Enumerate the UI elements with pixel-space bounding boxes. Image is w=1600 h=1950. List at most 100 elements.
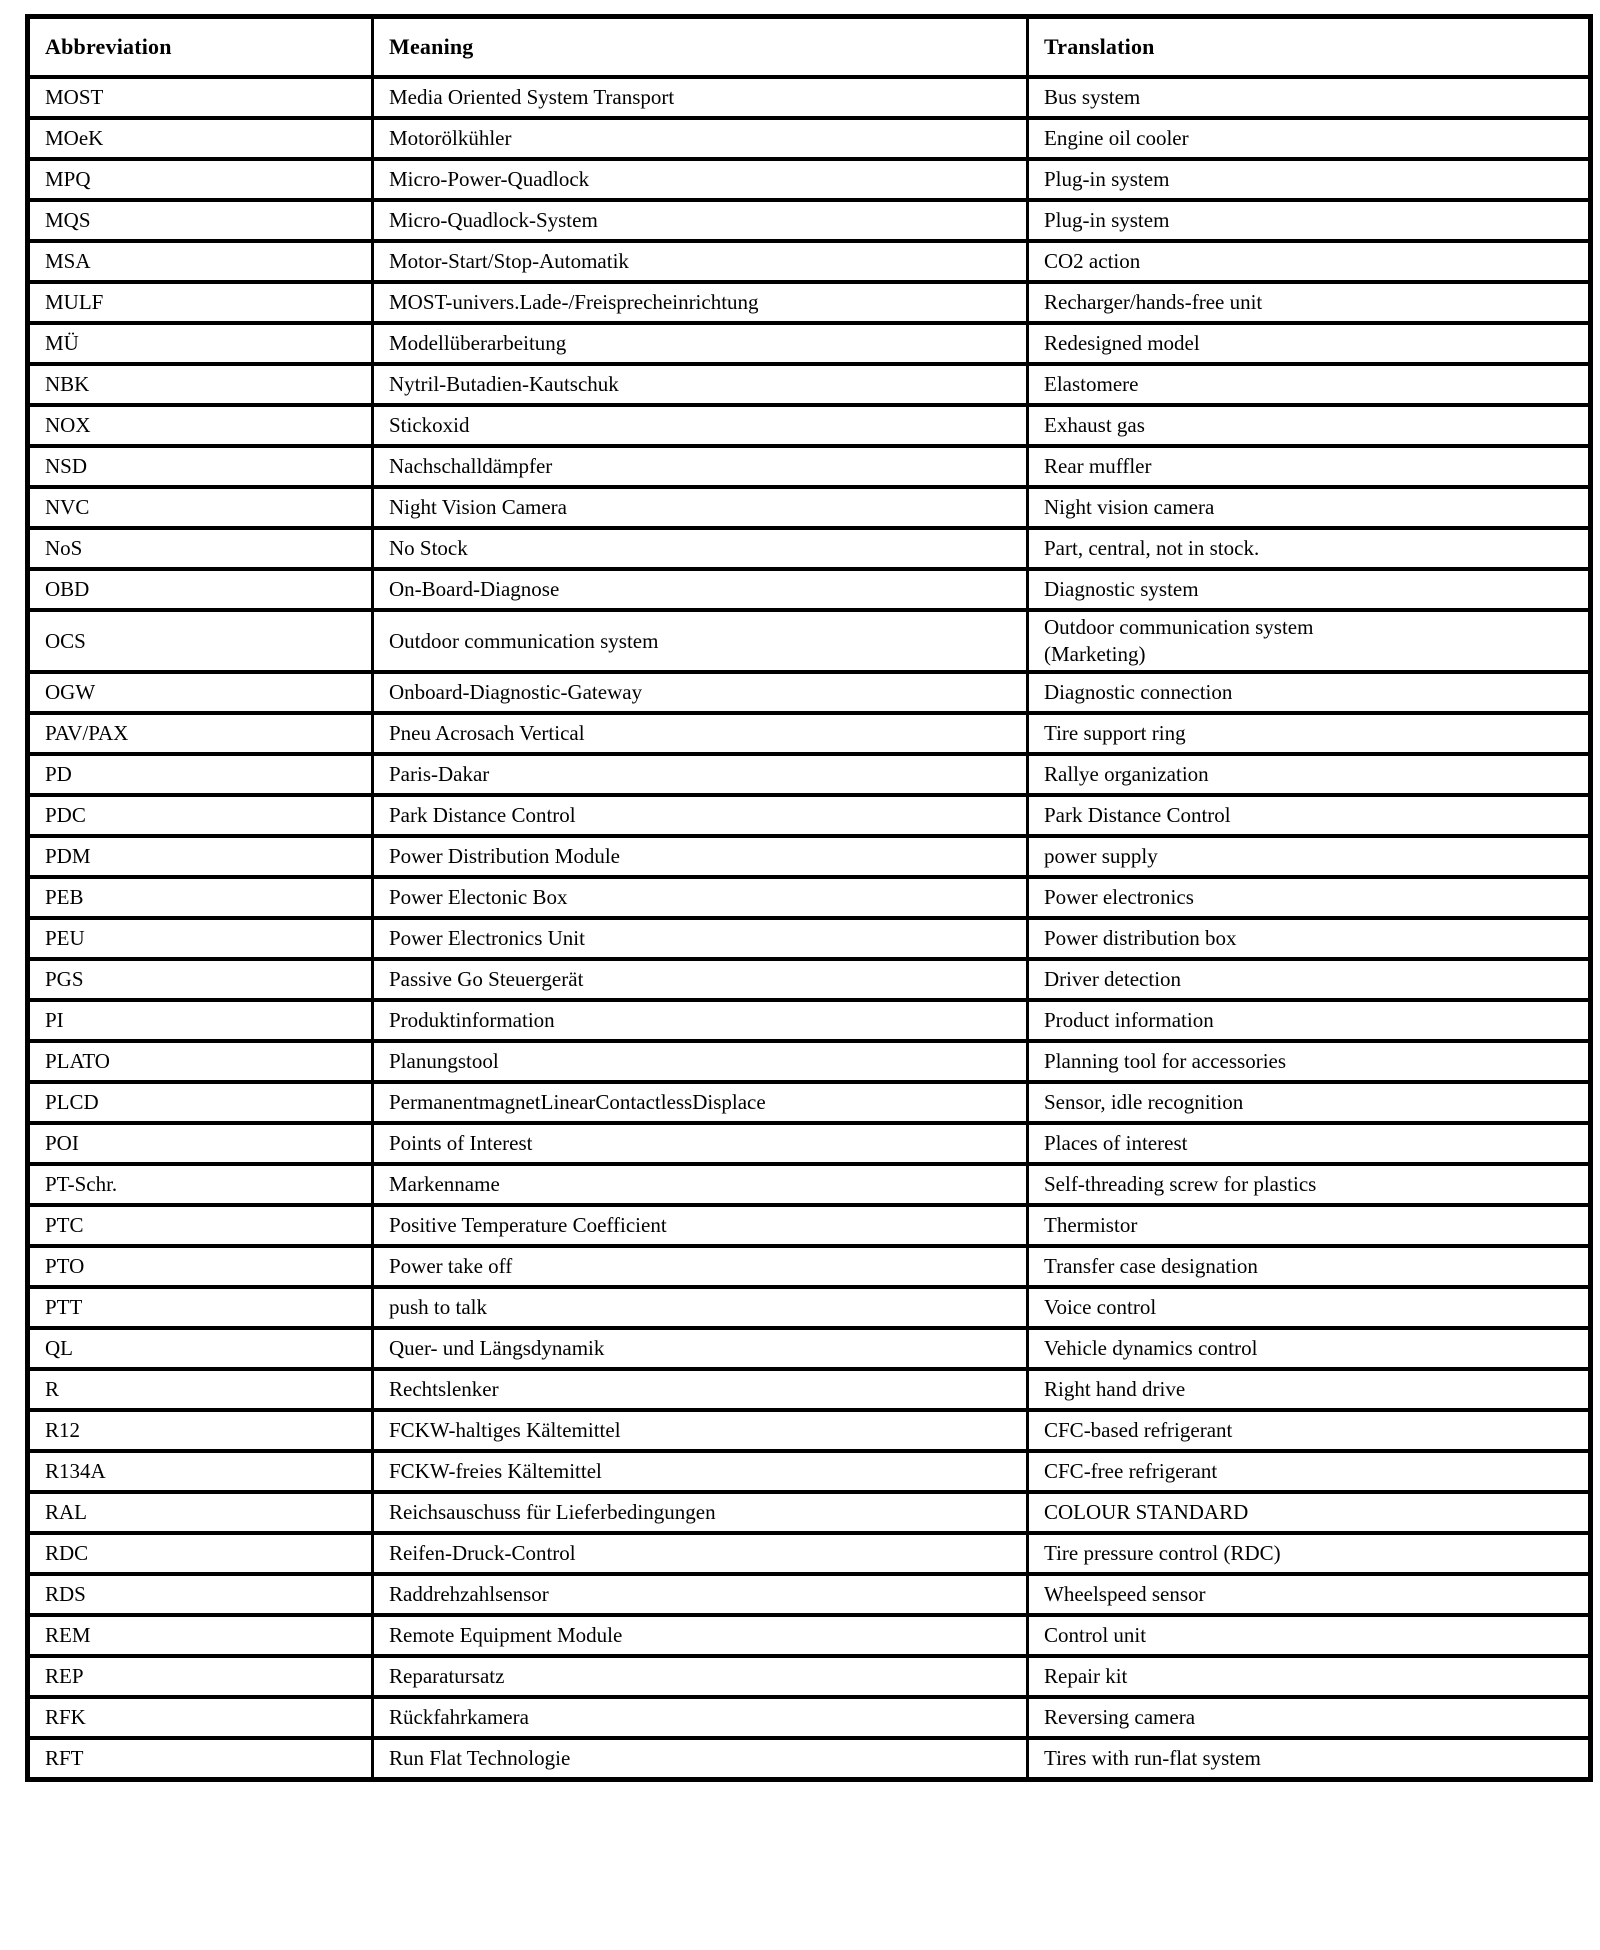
cell-translation: Plug-in system [1026,157,1592,202]
cell-meaning: Stickoxid [371,403,1029,448]
cell-abbr: MOST [26,75,374,120]
table-row: MULF MOST-univers.Lade-/Freisprecheinrich… [26,280,1592,325]
cell-meaning: Motor-Start/Stop-Automatik [371,239,1029,284]
table-row: RAL Reichsauschuss für Lieferbedingungen C… [26,1490,1592,1535]
table-row: PTO Power take off Transfer case designati… [26,1244,1592,1289]
cell-abbr: RFK [26,1695,374,1740]
cell-abbr: RDS [26,1572,374,1617]
table-row: PI Produktinformation Product information [26,998,1592,1043]
cell-translation: Product information [1026,998,1592,1043]
table-row: OBD On-Board-Diagnose Diagnostic system [26,567,1592,612]
cell-abbr: MÜ [26,321,374,366]
cell-translation: Power distribution box [1026,916,1592,961]
cell-translation: Transfer case designation [1026,1244,1592,1289]
cell-abbr: MSA [26,239,374,284]
cell-meaning: Power Distribution Module [371,834,1029,879]
table-row: REP Reparatursatz Repair kit [26,1654,1592,1699]
table-row: PLCD PermanentmagnetLinearContactlessDisp… [26,1080,1592,1125]
cell-meaning: Remote Equipment Module [371,1613,1029,1658]
cell-meaning: Nachschalldämpfer [371,444,1029,489]
cell-abbr: NVC [26,485,374,530]
cell-abbr: PGS [26,957,374,1002]
header-cell-meaning: Meaning [371,14,1029,79]
cell-meaning: Outdoor communication system [371,608,1029,674]
cell-meaning: Reichsauschuss für Lieferbedingungen [371,1490,1029,1535]
cell-translation: Reversing camera [1026,1695,1592,1740]
cell-translation: CFC-free refrigerant [1026,1449,1592,1494]
table-row: R134A FCKW-freies Kältemittel CFC-free ref… [26,1449,1592,1494]
cell-abbr: MULF [26,280,374,325]
cell-meaning: MOST-univers.Lade-/Freisprecheinrichtung [371,280,1029,325]
header-cell-translation: Translation [1026,14,1592,79]
cell-meaning: PermanentmagnetLinearContactlessDisplace [371,1080,1029,1125]
cell-meaning: Positive Temperature Coefficient [371,1203,1029,1248]
cell-abbr: R12 [26,1408,374,1453]
cell-meaning: Night Vision Camera [371,485,1029,530]
cell-translation: power supply [1026,834,1592,879]
cell-meaning: Power Electonic Box [371,875,1029,920]
cell-meaning: Passive Go Steuergerät [371,957,1029,1002]
cell-meaning: Reparatursatz [371,1654,1029,1699]
cell-meaning: Markenname [371,1162,1029,1207]
cell-translation: Tire pressure control (RDC) [1026,1531,1592,1576]
abbreviations-table: Abbreviation Meaning Translation MOST Med… [25,14,1593,1782]
cell-translation: Sensor, idle recognition [1026,1080,1592,1125]
table-row: OGW Onboard-Diagnostic-Gateway Diagnostic … [26,670,1592,715]
cell-translation: CO2 action [1026,239,1592,284]
table-row: RFT Run Flat Technologie Tires with run-fl… [26,1736,1592,1782]
cell-meaning: Run Flat Technologie [371,1736,1029,1782]
cell-translation: Rallye organization [1026,752,1592,797]
cell-abbr: REP [26,1654,374,1699]
cell-meaning: Media Oriented System Transport [371,75,1029,120]
table-row: PTT push to talk Voice control [26,1285,1592,1330]
cell-translation: Control unit [1026,1613,1592,1658]
cell-meaning: Reifen-Druck-Control [371,1531,1029,1576]
table-row: NoS No Stock Part, central, not in stock. [26,526,1592,571]
cell-translation: Exhaust gas [1026,403,1592,448]
cell-meaning: Motorölkühler [371,116,1029,161]
cell-translation: Bus system [1026,75,1592,120]
cell-abbr: PDM [26,834,374,879]
cell-translation: Elastomere [1026,362,1592,407]
cell-translation: Voice control [1026,1285,1592,1330]
cell-abbr: NoS [26,526,374,571]
cell-meaning: Paris-Dakar [371,752,1029,797]
cell-meaning: Power take off [371,1244,1029,1289]
cell-abbr: PT-Schr. [26,1162,374,1207]
cell-translation: COLOUR STANDARD [1026,1490,1592,1535]
cell-meaning: push to talk [371,1285,1029,1330]
cell-abbr: MOeK [26,116,374,161]
cell-meaning: Power Electronics Unit [371,916,1029,961]
cell-meaning: FCKW-freies Kältemittel [371,1449,1029,1494]
cell-translation: Repair kit [1026,1654,1592,1699]
cell-translation: Planning tool for accessories [1026,1039,1592,1084]
cell-translation: Plug-in system [1026,198,1592,243]
cell-abbr: NSD [26,444,374,489]
cell-abbr: MPQ [26,157,374,202]
cell-translation: Vehicle dynamics control [1026,1326,1592,1371]
cell-translation: Engine oil cooler [1026,116,1592,161]
table-row: PLATO Planungstool Planning tool for acces… [26,1039,1592,1084]
table-row: RFK Rückfahrkamera Reversing camera [26,1695,1592,1740]
cell-translation: Places of interest [1026,1121,1592,1166]
table-row: PGS Passive Go Steuergerät Driver detectio… [26,957,1592,1002]
table-row: R12 FCKW-haltiges Kältemittel CFC-based re… [26,1408,1592,1453]
cell-translation: Night vision camera [1026,485,1592,530]
cell-translation: Tire support ring [1026,711,1592,756]
cell-abbr: PEB [26,875,374,920]
cell-meaning: Rückfahrkamera [371,1695,1029,1740]
cell-translation: Right hand drive [1026,1367,1592,1412]
cell-abbr: R134A [26,1449,374,1494]
table-row: PD Paris-Dakar Rallye organization [26,752,1592,797]
cell-abbr: PLCD [26,1080,374,1125]
cell-translation: Self-threading screw for plastics [1026,1162,1592,1207]
table-row: QL Quer- und Längsdynamik Vehicle dynamics… [26,1326,1592,1371]
table-row: RDS Raddrehzahlsensor Wheelspeed sensor [26,1572,1592,1617]
cell-meaning: Planungstool [371,1039,1029,1084]
cell-abbr: PI [26,998,374,1043]
table-row: PAV/PAX Pneu Acrosach Vertical Tire suppor… [26,711,1592,756]
cell-meaning: Produktinformation [371,998,1029,1043]
cell-translation: Diagnostic system [1026,567,1592,612]
cell-translation: Park Distance Control [1026,793,1592,838]
